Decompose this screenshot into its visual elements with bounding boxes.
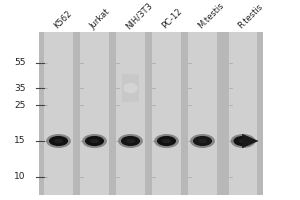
- Text: 25: 25: [14, 101, 26, 110]
- Ellipse shape: [154, 134, 179, 148]
- Ellipse shape: [190, 134, 215, 148]
- Ellipse shape: [46, 134, 71, 148]
- Text: 15: 15: [14, 136, 26, 145]
- Text: M.testis: M.testis: [196, 1, 226, 31]
- Polygon shape: [242, 134, 259, 148]
- Ellipse shape: [126, 139, 135, 143]
- Ellipse shape: [157, 136, 176, 146]
- Bar: [39, 32, 262, 195]
- Ellipse shape: [118, 134, 143, 148]
- Bar: [152, 32, 181, 195]
- Ellipse shape: [233, 136, 253, 146]
- Bar: [188, 32, 217, 195]
- Bar: [80, 32, 109, 195]
- Ellipse shape: [198, 139, 207, 143]
- Text: R.testis: R.testis: [237, 2, 265, 31]
- Text: K562: K562: [52, 9, 74, 31]
- Text: 10: 10: [14, 172, 26, 181]
- Ellipse shape: [162, 139, 171, 143]
- Ellipse shape: [238, 139, 247, 143]
- Bar: [229, 32, 257, 195]
- Ellipse shape: [85, 136, 104, 146]
- Ellipse shape: [54, 139, 63, 143]
- Ellipse shape: [49, 136, 68, 146]
- Text: Jurkat: Jurkat: [88, 7, 112, 31]
- Ellipse shape: [121, 136, 140, 146]
- Text: 35: 35: [14, 84, 26, 93]
- Text: PC-12: PC-12: [160, 7, 184, 31]
- Text: 55: 55: [14, 58, 26, 67]
- Bar: [44, 32, 73, 195]
- Text: NIH/3T3: NIH/3T3: [124, 0, 154, 31]
- Ellipse shape: [82, 134, 107, 148]
- Ellipse shape: [231, 134, 255, 148]
- Ellipse shape: [90, 139, 99, 143]
- Ellipse shape: [193, 136, 212, 146]
- Bar: [116, 32, 145, 195]
- Bar: [122, 74, 139, 102]
- Ellipse shape: [123, 83, 138, 93]
